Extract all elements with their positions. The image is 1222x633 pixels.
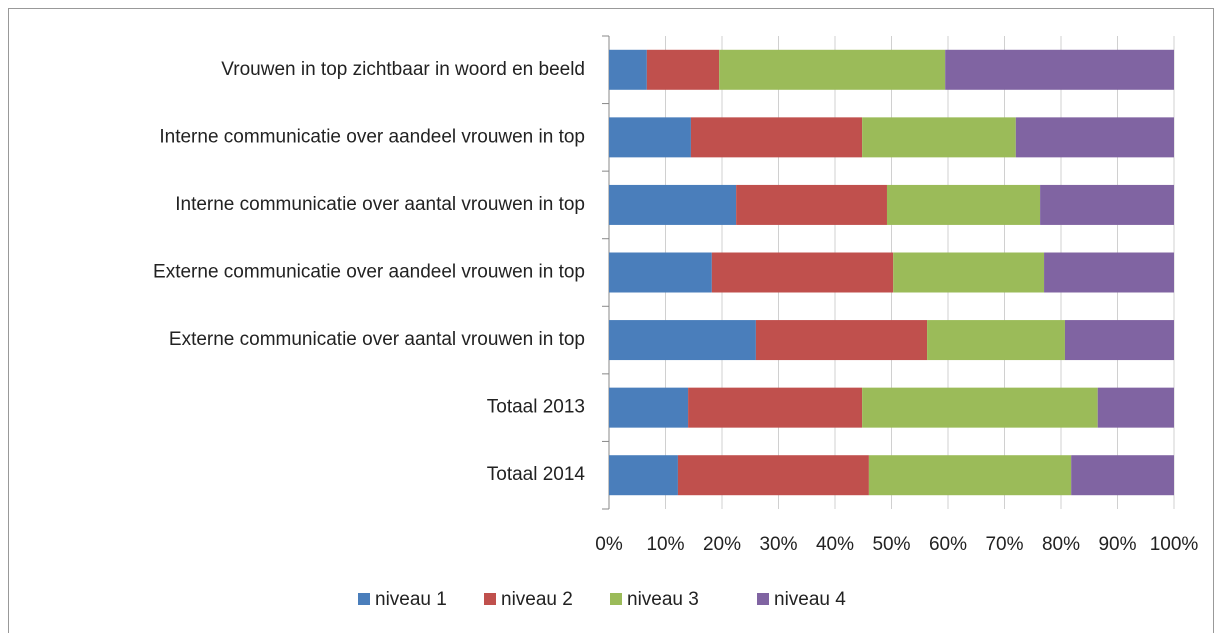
bar-segment: [886, 184, 1041, 225]
bar-segment: [1044, 252, 1174, 293]
legend-swatch: [610, 593, 622, 605]
bar-segment: [862, 387, 1098, 428]
y-tick-label: Vrouwen in top zichtbaar in woord en bee…: [221, 59, 585, 80]
bar-segment: [719, 49, 946, 90]
x-tick-label: 80%: [1042, 534, 1080, 555]
y-tick-label: Totaal 2014: [487, 464, 586, 485]
bar-segment: [736, 184, 887, 225]
legend-label: niveau 2: [501, 589, 573, 610]
x-tick-label: 100%: [1150, 534, 1199, 555]
y-tick-label: Interne communicatie over aandeel vrouwe…: [159, 126, 585, 147]
legend-swatch: [484, 593, 496, 605]
bar-segment: [688, 387, 863, 428]
y-tick-label: Externe communicatie over aantal vrouwen…: [169, 329, 585, 350]
bar-segment: [868, 455, 1072, 496]
legend-label: niveau 3: [627, 589, 699, 610]
y-tick-label: Interne communicatie over aantal vrouwen…: [175, 194, 585, 215]
legend-label: niveau 4: [774, 589, 846, 610]
bar-segment: [677, 455, 869, 496]
bar-segment: [609, 252, 712, 293]
bar-segment: [609, 320, 756, 361]
x-tick-label: 0%: [595, 534, 623, 555]
bar-segment: [945, 49, 1174, 90]
x-tick-label: 10%: [646, 534, 684, 555]
x-tick-label: 50%: [872, 534, 910, 555]
bar-segment: [862, 117, 1016, 158]
y-tick-label: Totaal 2013: [487, 397, 585, 418]
legend-label: niveau 1: [375, 589, 447, 610]
bar-segment: [609, 117, 691, 158]
x-tick-label: 40%: [816, 534, 854, 555]
x-tick-label: 20%: [703, 534, 741, 555]
bar-segment: [893, 252, 1045, 293]
bar-segment: [690, 117, 863, 158]
y-tick-label: Externe communicatie over aandeel vrouwe…: [153, 262, 585, 283]
chart-border: [8, 8, 1214, 633]
bar-segment: [1071, 455, 1174, 496]
x-tick-label: 60%: [929, 534, 967, 555]
x-tick-label: 90%: [1098, 534, 1136, 555]
bar-segment: [609, 184, 737, 225]
bar-segment: [1097, 387, 1174, 428]
bar-segment: [927, 320, 1065, 361]
bar-segment: [1064, 320, 1174, 361]
bar-segment: [609, 49, 647, 90]
bar-segment: [755, 320, 928, 361]
x-tick-label: 30%: [759, 534, 797, 555]
legend-swatch: [757, 593, 769, 605]
bar-segment: [609, 455, 678, 496]
bar-segment: [1015, 117, 1174, 158]
legend-swatch: [358, 593, 370, 605]
x-tick-label: 70%: [985, 534, 1023, 555]
bar-segment: [1040, 184, 1174, 225]
bar-segment: [609, 387, 689, 428]
bar-segment: [711, 252, 894, 293]
bar-segment: [646, 49, 720, 90]
